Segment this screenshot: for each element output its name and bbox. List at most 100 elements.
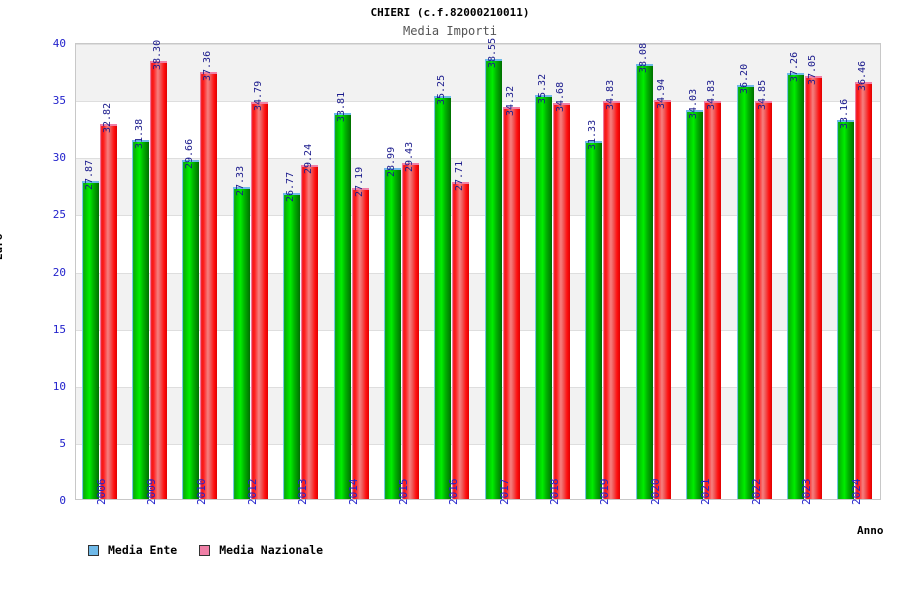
bar-cap (553, 102, 571, 105)
bar-cap (301, 164, 319, 167)
bar-media-nazionale[interactable] (804, 75, 822, 499)
x-axis-tick: 2006 (94, 478, 108, 506)
bar-cap (786, 73, 804, 76)
legend-item-media-ente[interactable]: Media Ente (88, 543, 177, 557)
bar-value-label: 31.38 (134, 119, 146, 150)
bar-media-ente[interactable] (585, 141, 603, 499)
bar-value-label: 33.16 (839, 99, 851, 130)
x-axis-tick: 2020 (648, 478, 662, 506)
bar-media-nazionale[interactable] (200, 72, 218, 499)
bar-media-nazionale[interactable] (99, 124, 117, 499)
x-axis-tick: 2015 (396, 478, 410, 506)
bar-media-nazionale[interactable] (704, 101, 722, 499)
y-axis-tick: 40 (52, 37, 66, 50)
bar-value-label: 35.25 (436, 75, 448, 106)
bar-media-nazionale[interactable] (401, 162, 419, 499)
gridline (76, 44, 880, 45)
y-axis-tick: 25 (52, 208, 66, 222)
bar-media-ente[interactable] (635, 63, 653, 499)
bar-cap (99, 124, 117, 127)
bar-media-ente[interactable] (434, 96, 452, 499)
bar-media-nazionale[interactable] (502, 106, 520, 499)
x-axis-tick: 2017 (497, 478, 511, 506)
bar-media-nazionale[interactable] (653, 99, 671, 499)
bar-cap (635, 63, 653, 66)
bar-cap (686, 110, 704, 113)
plot-area: 27.87 32.82 31.38 38.30 29.66 37.36 27.33 34.79… (75, 37, 881, 500)
bar-value-label: 27.71 (454, 161, 466, 192)
bar-value-label: 29.43 (403, 141, 415, 172)
y-axis-tick: 15 (52, 322, 66, 336)
x-axis-tick: 2014 (346, 478, 360, 506)
bar-media-nazionale[interactable] (754, 100, 772, 499)
bar-cap (502, 106, 520, 109)
bar-value-label: 34.32 (504, 85, 516, 116)
bar-value-label: 37.26 (788, 52, 800, 83)
bar-media-ente[interactable] (484, 58, 502, 499)
bar-value-label: 32.82 (101, 102, 113, 134)
bar-cap (704, 101, 722, 104)
bar-media-nazionale[interactable] (150, 61, 168, 499)
bar-media-ente[interactable] (686, 110, 704, 499)
x-axis-tick: 2022 (749, 478, 763, 506)
bar-media-nazionale[interactable] (553, 102, 571, 499)
x-axis-tick: 2013 (296, 478, 310, 506)
bar-cap (736, 85, 754, 88)
bar-media-ente[interactable] (232, 186, 250, 499)
gridline (76, 329, 880, 331)
y-axis-tick: 10 (52, 379, 66, 393)
bar-media-ente[interactable] (837, 120, 855, 499)
bar-cap (535, 95, 553, 98)
bar-value-label: 36.20 (738, 64, 750, 95)
bar-cap (250, 101, 268, 104)
bar-media-ente[interactable] (283, 193, 301, 499)
bar-media-nazionale[interactable] (452, 182, 470, 499)
y-axis-tick: 0 (59, 494, 66, 507)
bar-value-label: 37.05 (806, 54, 818, 85)
x-axis-tick: 2010 (195, 478, 209, 506)
bar-cap (855, 82, 873, 85)
bar-value-label: 36.46 (857, 61, 869, 92)
gridline (76, 158, 880, 160)
bar-media-nazionale[interactable] (250, 101, 268, 499)
gridline (76, 443, 880, 445)
bar-value-label: 29.66 (184, 139, 196, 170)
legend-swatch-icon (199, 544, 211, 556)
chart-title: CHIERI (c.f.82000210011) (370, 6, 530, 19)
legend-item-media-nazionale[interactable]: Media Nazionale (199, 543, 323, 557)
bar-media-ente[interactable] (182, 160, 200, 499)
bar-media-ente[interactable] (383, 167, 401, 499)
bar-media-ente[interactable] (132, 140, 150, 499)
x-axis-tick: 2016 (447, 478, 461, 506)
bar-media-nazionale[interactable] (603, 101, 621, 499)
bar-cap (383, 167, 401, 170)
bar-value-label: 34.83 (605, 79, 617, 111)
y-axis-tick: 5 (59, 436, 66, 450)
bar-value-label: 33.81 (335, 91, 347, 122)
bar-media-ente[interactable] (333, 112, 351, 499)
bar-media-ente[interactable] (81, 180, 99, 499)
bar-media-nazionale[interactable] (351, 188, 369, 499)
bar-cap (804, 75, 822, 78)
y-axis-tick: 35 (52, 94, 66, 108)
bar-media-ente[interactable] (736, 85, 754, 499)
bar-cap (585, 141, 603, 144)
bar-media-nazionale[interactable] (855, 82, 873, 499)
bar-cap (653, 99, 671, 102)
x-axis-tick: 2012 (245, 478, 259, 506)
legend-swatch-icon (88, 544, 99, 556)
x-axis-tick: 2023 (799, 478, 813, 506)
bar-cap (401, 162, 419, 165)
bar-cap (351, 188, 369, 191)
y-axis-tick: 20 (52, 265, 66, 279)
x-axis-tick: 2021 (699, 478, 713, 506)
bar-media-ente[interactable] (535, 95, 553, 499)
bar-media-ente[interactable] (786, 73, 804, 499)
bar-value-label: 38.55 (486, 37, 498, 68)
bar-media-nazionale[interactable] (301, 164, 319, 499)
bar-cap (837, 120, 855, 123)
bar-value-label: 28.99 (385, 146, 397, 177)
y-axis-tick: 30 (52, 151, 66, 165)
x-axis-title: Anno (857, 524, 884, 537)
